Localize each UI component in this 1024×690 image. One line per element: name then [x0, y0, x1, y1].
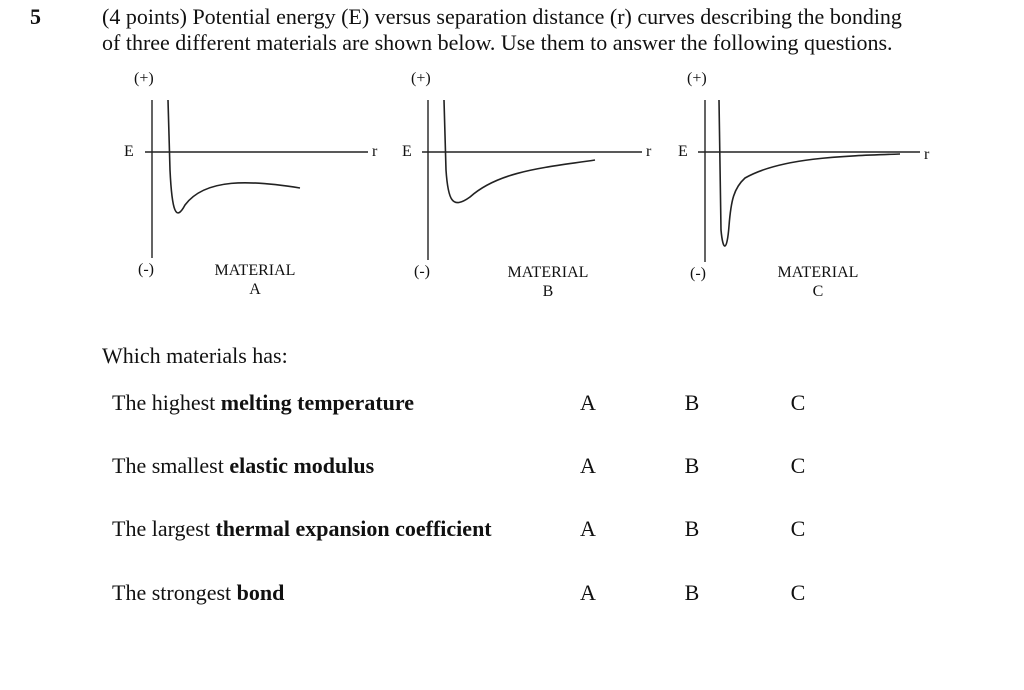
graph-b-material-line1: MATERIAL — [507, 264, 589, 281]
question-number: 5 — [30, 4, 41, 29]
graph-a-material: MATERIAL A — [205, 261, 305, 299]
graph-a-y-label: E — [124, 143, 134, 160]
graph-a-minus: (-) — [138, 261, 154, 278]
graph-b-minus: (-) — [414, 263, 430, 280]
graph-a-material-line2: A — [249, 281, 261, 298]
row-prefix: The strongest — [112, 580, 237, 605]
graph-a-plus: (+) — [134, 70, 154, 87]
row-prefix: The smallest — [112, 453, 230, 478]
graph-c-x-label: r — [924, 146, 930, 163]
graph-a-x-label: r — [372, 143, 378, 160]
graph-b-x-label: r — [646, 143, 652, 160]
graph-c-axes — [698, 100, 920, 262]
which-heading: Which materials has: — [102, 343, 288, 368]
graph-b-material: MATERIAL B — [498, 263, 598, 301]
graph-a-curve — [167, 99, 301, 214]
graph-b-material-line2: B — [542, 283, 554, 300]
graph-c-material-line1: MATERIAL — [777, 264, 859, 281]
option-b[interactable]: B — [684, 453, 700, 478]
row-keyword: thermal expansion coefficient — [215, 516, 492, 541]
question-row: The strongest bond — [112, 580, 284, 606]
row-keyword: melting temperature — [220, 390, 415, 415]
graph-c-material: MATERIAL C — [768, 263, 868, 301]
question-row: The smallest elastic modulus — [112, 453, 374, 479]
option-a[interactable]: A — [580, 453, 596, 478]
prompt-line-1: (4 points) Potential energy (E) versus s… — [102, 4, 902, 29]
row-keyword: bond — [236, 580, 285, 605]
option-c[interactable]: C — [790, 453, 806, 478]
energy-curves — [145, 99, 920, 262]
graph-c-curve — [718, 99, 901, 247]
option-b[interactable]: B — [684, 390, 700, 415]
question-row: The largest thermal expansion coefficien… — [112, 516, 492, 542]
option-c[interactable]: C — [790, 580, 806, 605]
question-row: The highest melting temperature — [112, 390, 414, 416]
option-a[interactable]: A — [580, 516, 596, 541]
graph-b-curve — [443, 99, 596, 204]
prompt-line-2: of three different materials are shown b… — [102, 30, 893, 55]
graph-b-plus: (+) — [411, 70, 431, 87]
option-b[interactable]: B — [684, 580, 700, 605]
option-c[interactable]: C — [790, 516, 806, 541]
option-a[interactable]: A — [580, 580, 596, 605]
graph-c-material-line2: C — [812, 283, 824, 300]
row-keyword: elastic modulus — [229, 453, 375, 478]
graph-b-y-label: E — [402, 143, 412, 160]
option-b[interactable]: B — [684, 516, 700, 541]
graph-c-plus: (+) — [687, 70, 707, 87]
graph-c-minus: (-) — [690, 265, 706, 282]
graph-a-material-line1: MATERIAL — [214, 262, 296, 279]
row-prefix: The highest — [112, 390, 221, 415]
option-c[interactable]: C — [790, 390, 806, 415]
graph-b-axes — [422, 100, 642, 260]
question-prompt: (4 points) Potential energy (E) versus s… — [102, 4, 982, 56]
graph-a-axes — [145, 100, 368, 258]
option-a[interactable]: A — [580, 390, 596, 415]
graph-c-y-label: E — [678, 143, 688, 160]
row-prefix: The largest — [112, 516, 216, 541]
